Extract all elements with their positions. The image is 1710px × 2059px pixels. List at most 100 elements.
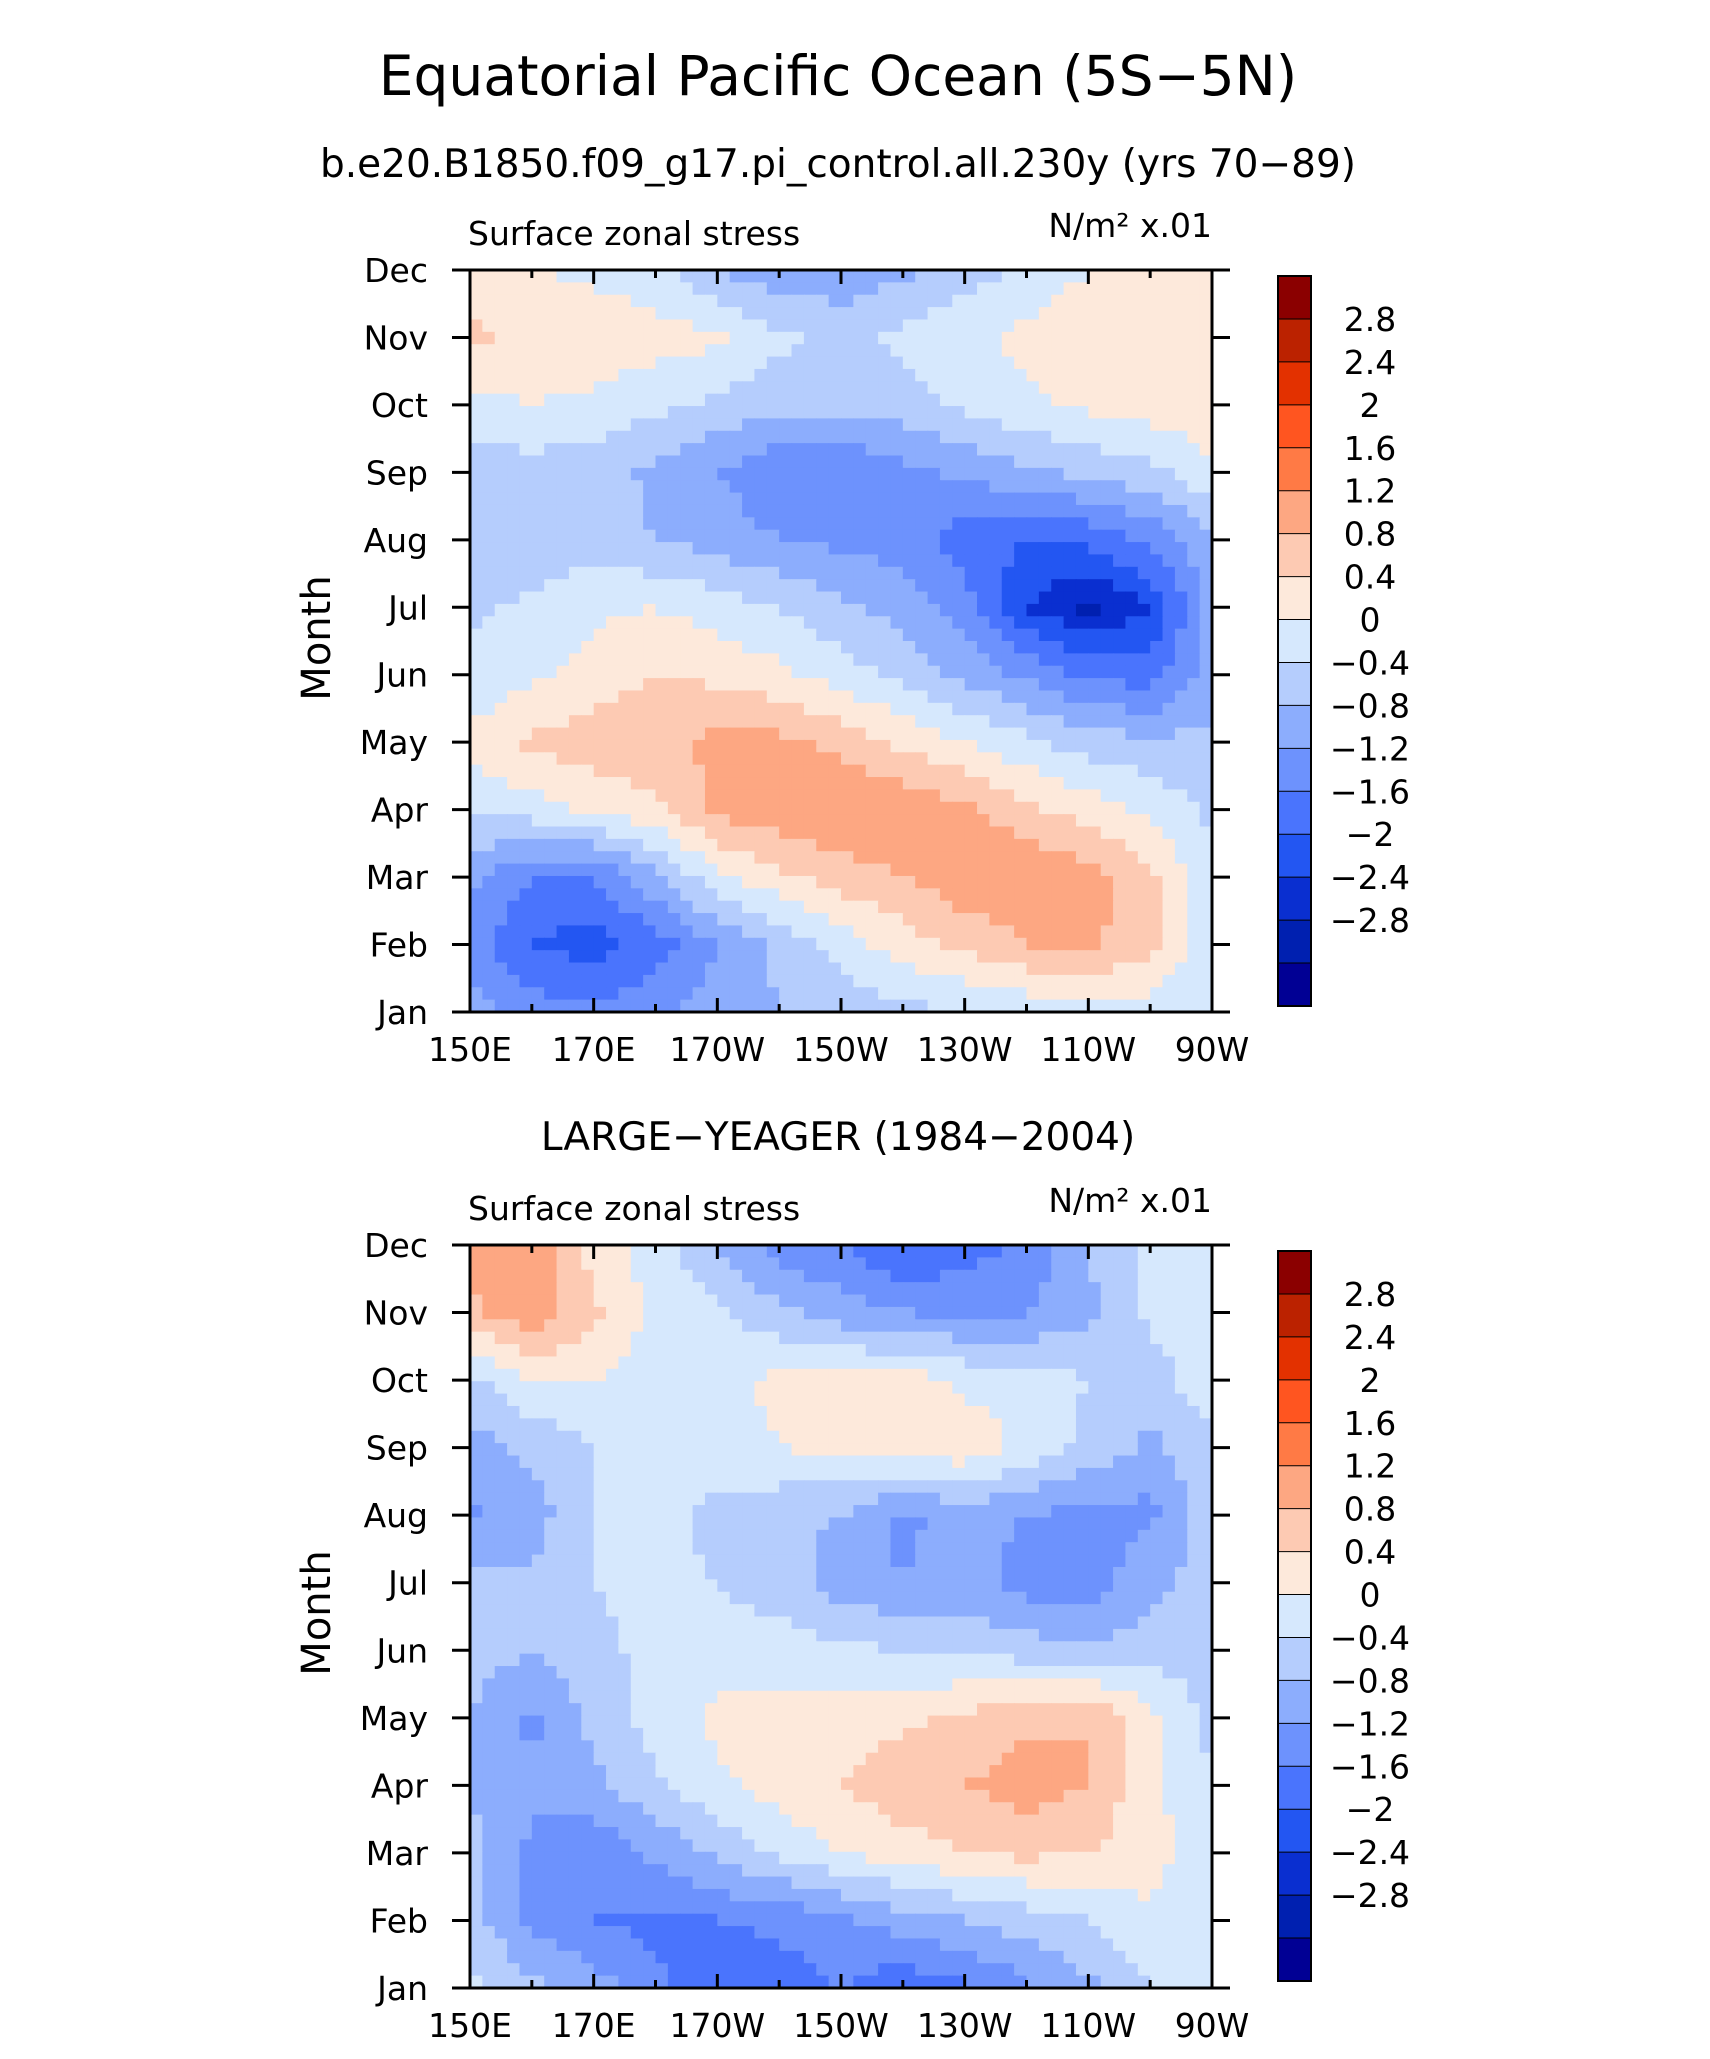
field-cell	[729, 480, 743, 494]
field-cell	[964, 739, 978, 753]
field-cell	[618, 764, 632, 778]
field-cell	[667, 851, 681, 865]
field-cell	[1063, 368, 1077, 382]
y-tick-label: Jul	[386, 588, 428, 627]
field-cell	[865, 480, 879, 494]
field-cell	[655, 418, 669, 432]
field-cell	[544, 443, 558, 457]
field-cell	[1150, 406, 1164, 419]
field-cell	[1088, 1480, 1102, 1494]
field-cell	[865, 702, 879, 716]
field-cell	[1162, 974, 1176, 988]
field-cell	[680, 764, 694, 778]
field-cell	[1174, 777, 1188, 790]
field-cell	[841, 616, 854, 630]
field-cell	[667, 492, 681, 506]
field-cell	[865, 715, 879, 729]
field-cell	[927, 1368, 941, 1382]
field-cell	[519, 690, 533, 704]
field-cell	[1075, 653, 1089, 667]
field-cell	[890, 381, 904, 395]
field-cell	[927, 393, 941, 407]
field-cell	[655, 294, 669, 308]
field-cell	[841, 1418, 854, 1432]
field-cell	[556, 665, 570, 679]
field-cell	[939, 665, 953, 679]
field-cell	[1001, 641, 1015, 654]
field-cell	[878, 789, 892, 803]
field-cell	[878, 603, 892, 617]
field-cell	[482, 665, 496, 679]
field-cell	[803, 950, 817, 964]
field-cell	[1162, 1356, 1176, 1370]
field-cell	[1150, 826, 1164, 840]
field-cell	[494, 1480, 508, 1494]
field-cell	[1162, 504, 1176, 518]
field-cell	[643, 1418, 657, 1432]
field-cell	[692, 517, 706, 531]
field-cell	[952, 616, 966, 630]
field-cell	[841, 801, 854, 815]
field-cell	[531, 641, 545, 654]
field-cell	[1137, 987, 1151, 1001]
field-cell	[1038, 467, 1052, 481]
field-cell	[754, 591, 768, 605]
field-cell	[841, 566, 854, 580]
field-cell	[766, 974, 780, 988]
field-cell	[593, 752, 607, 766]
field-cell	[1137, 1368, 1151, 1382]
field-cell	[989, 875, 1003, 889]
field-cell	[853, 542, 867, 556]
field-cell	[779, 492, 793, 506]
field-cell	[692, 294, 706, 308]
field-cell	[717, 393, 731, 407]
field-cell	[853, 393, 867, 407]
field-cell	[1113, 690, 1127, 704]
field-cell	[878, 925, 892, 939]
field-cell	[890, 566, 904, 580]
field-cell	[890, 888, 904, 902]
field-cell	[1187, 344, 1201, 358]
field-cell	[766, 937, 780, 951]
field-cell	[717, 1455, 731, 1469]
field-cell	[803, 641, 817, 654]
field-cell	[791, 344, 805, 358]
field-cell	[482, 1368, 496, 1382]
field-cell	[618, 1393, 632, 1407]
field-cell	[1174, 393, 1188, 407]
field-cell	[779, 344, 793, 358]
field-cell	[803, 368, 817, 382]
field-cell	[667, 282, 681, 296]
field-cell	[915, 406, 929, 419]
field-cell	[890, 900, 904, 914]
field-cell	[494, 950, 508, 964]
field-cell	[977, 1368, 990, 1382]
field-cell	[692, 814, 706, 828]
field-cell	[1051, 777, 1065, 790]
field-cell	[779, 1294, 793, 1308]
field-cell	[606, 678, 619, 692]
field-cell	[878, 974, 892, 988]
field-cell	[593, 913, 607, 927]
field-cell	[853, 566, 867, 580]
field-cell	[1026, 641, 1040, 654]
field-cell	[692, 1393, 706, 1407]
field-cell	[692, 356, 706, 370]
field-cell	[902, 863, 916, 877]
field-cell	[470, 1467, 483, 1481]
field-cell	[977, 443, 990, 457]
field-cell	[828, 566, 842, 580]
field-cell	[766, 641, 780, 654]
field-cell	[507, 504, 521, 518]
field-cell	[729, 727, 743, 741]
field-cell	[841, 1480, 854, 1494]
field-cell	[791, 789, 805, 803]
field-cell	[803, 690, 817, 704]
field-cell	[754, 875, 768, 889]
field-cell	[1075, 702, 1089, 716]
field-cell	[494, 1245, 508, 1258]
field-cell	[841, 702, 854, 716]
field-cell	[729, 331, 743, 345]
field-cell	[742, 418, 756, 432]
field-cell	[1125, 1443, 1139, 1457]
